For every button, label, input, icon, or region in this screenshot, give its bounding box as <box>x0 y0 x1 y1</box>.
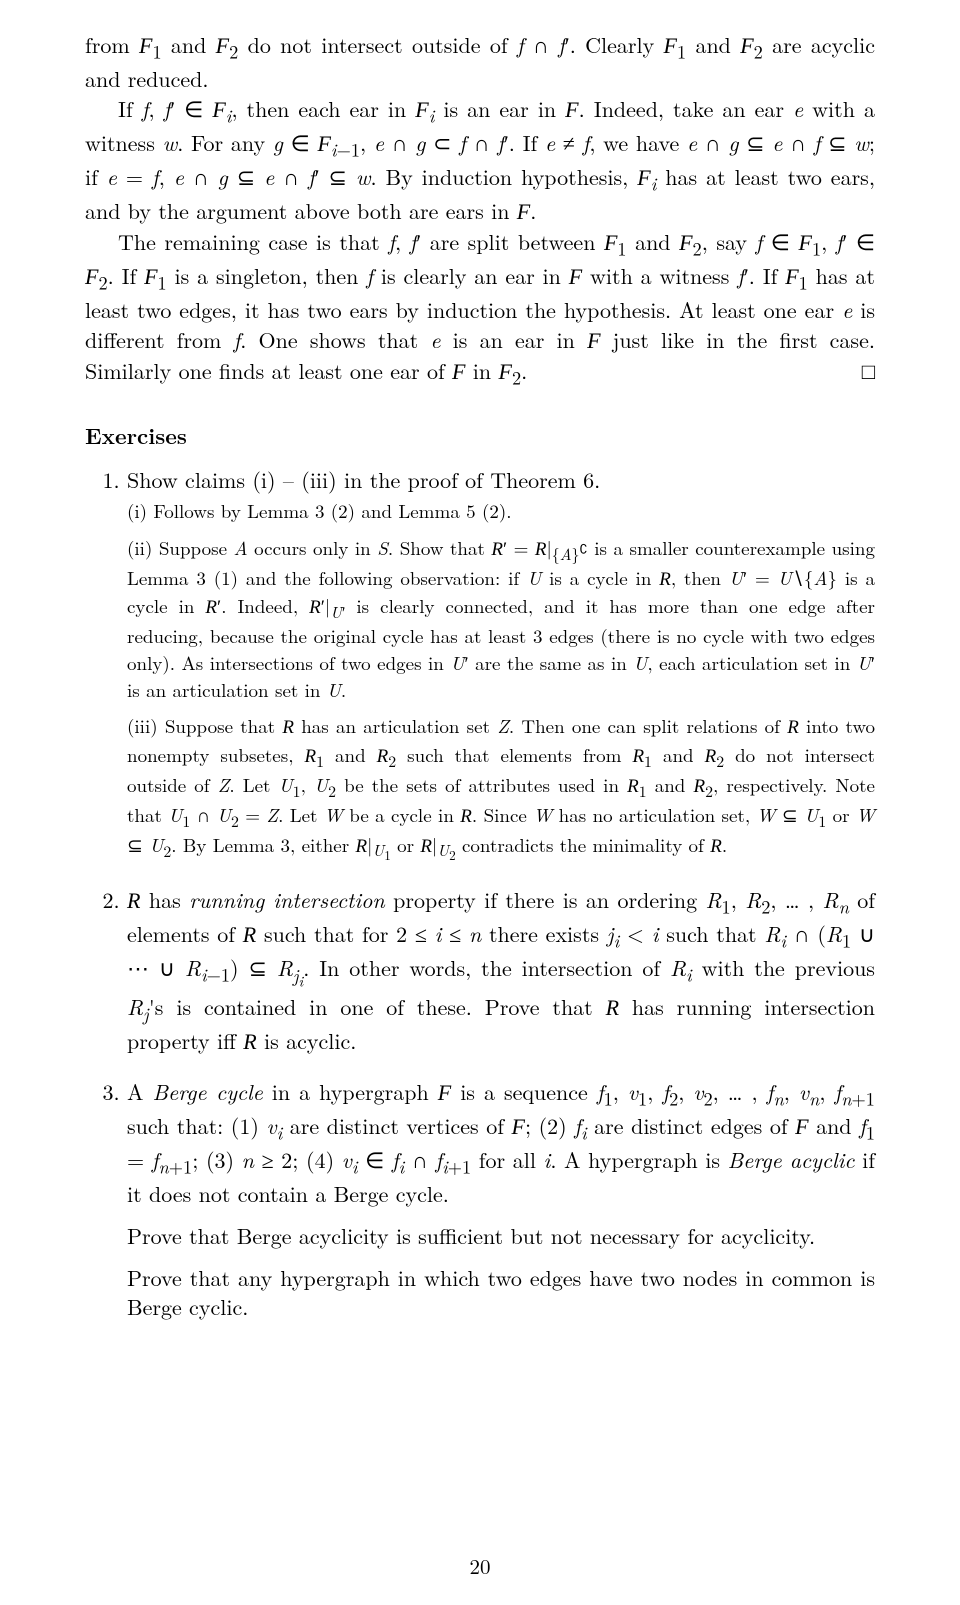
exercise-1-ii: (ii) Suppose A occurs only in S. Show th… <box>127 535 875 703</box>
page: from F1 and F2 do not intersect outside … <box>0 0 960 1605</box>
exercise-1-iii: (iii) Suppose that R has an articulation… <box>127 713 875 865</box>
exercise-1-main: Show claims (i) – (iii) in the proof of … <box>127 464 600 495</box>
exercises-heading: Exercises <box>85 420 875 451</box>
exercise-2: R has running intersection property if t… <box>127 885 875 1057</box>
qed-symbol: □ <box>829 356 875 386</box>
exercise-1-i: (i) Follows by Lemma 3 (2) and Lemma 5 (… <box>127 498 875 525</box>
exercise-3-p2: Prove that Berge acyclicity is sufficien… <box>127 1221 875 1251</box>
exercise-3-p1: A Berge cycle in a hypergraph F is a seq… <box>127 1077 875 1209</box>
exercise-3-p3: Prove that any hypergraph in which two e… <box>127 1263 875 1322</box>
exercise-1-sub: (i) Follows by Lemma 3 (2) and Lemma 5 (… <box>127 498 875 865</box>
page-number: 20 <box>0 1551 960 1581</box>
exercise-3: A Berge cycle in a hypergraph F is a seq… <box>127 1077 875 1322</box>
paragraph-3: The remaining case is that f, f′ are spl… <box>85 227 875 390</box>
exercises-list: Show claims (i) – (iii) in the proof of … <box>85 465 875 1322</box>
exercise-1: Show claims (i) – (iii) in the proof of … <box>127 465 875 865</box>
paragraph-1: from F1 and F2 do not intersect outside … <box>85 30 875 94</box>
paragraph-2: If f, f′ ∈ Fi, then each ear in Fi is an… <box>85 94 875 227</box>
proof-continuation: from F1 and F2 do not intersect outside … <box>85 30 875 390</box>
